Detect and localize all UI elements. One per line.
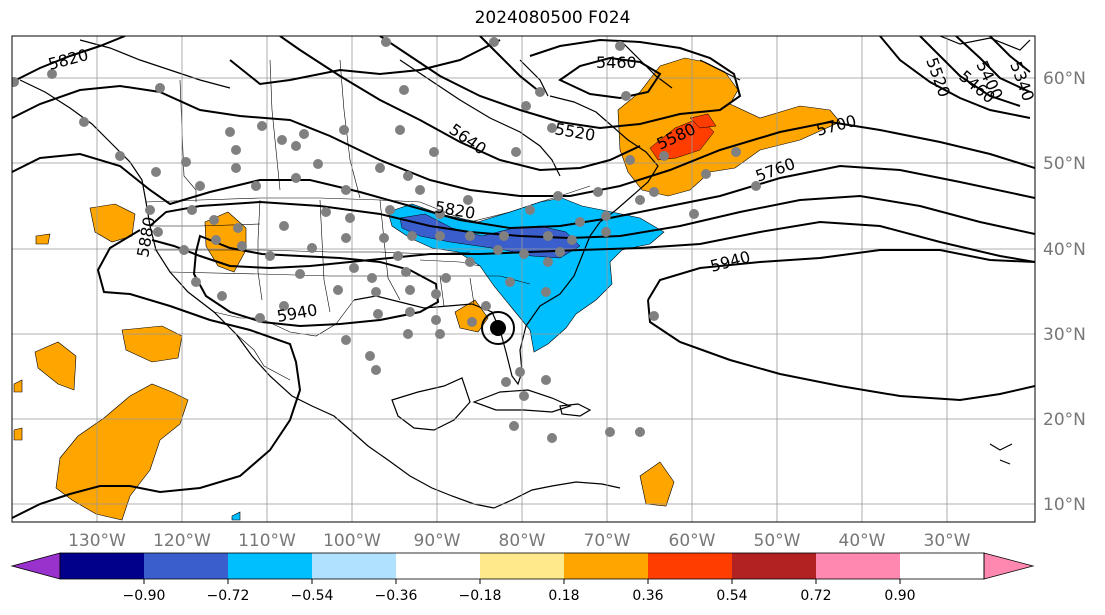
lat-tick-label: 10°N [1043,495,1086,515]
colorbar-label: −0.90 [123,588,166,604]
lon-tick-label: 30°W [924,531,971,551]
lat-tick-label: 50°N [1043,154,1086,174]
map-title: 2024080500 F024 [474,8,631,28]
colorbar-min-extension [10,552,61,580]
strong-positive-shading [649,113,717,161]
lat-tick-label: 60°N [1043,69,1086,89]
lat-tick-label: 20°N [1043,410,1086,430]
map-frame [11,35,1036,523]
contour-label: 5460 [596,53,637,72]
latitude-labels: 60°N 50°N 40°N 30°N 20°N 10°N [1043,69,1086,515]
colorbar-label: 0.54 [716,588,747,604]
colorbar-label: 0.18 [548,588,579,604]
colorbar-label: −0.36 [375,588,418,604]
station-markers [12,37,761,443]
lon-tick-label: 50°W [754,531,801,551]
colorbar: −0.90 −0.72 −0.54 −0.36 −0.18 0.18 0.36 … [10,552,1035,604]
storm-marker [481,311,515,345]
colorbar-swatch [816,553,900,579]
lon-tick-label: 70°W [584,531,631,551]
contour-label: 5580 [1033,136,1078,168]
colorbar-label: −0.72 [207,588,250,604]
lon-tick-label: 60°W [669,531,716,551]
lon-tick-label: 100°W [323,531,381,551]
lon-tick-label: 130°W [68,531,126,551]
lon-tick-label: 40°W [839,531,886,551]
lon-tick-label: 80°W [499,531,546,551]
longitude-labels: 130°W 120°W 110°W 100°W 90°W 80°W 70°W 6… [68,531,971,551]
colorbar-label: −0.54 [291,588,334,604]
colorbar-ticks [143,579,901,584]
colorbar-label: −0.18 [459,588,502,604]
lon-tick-label: 90°W [414,531,461,551]
positive-anomaly-shading [13,57,841,521]
colorbar-swatch [60,553,144,579]
colorbar-swatch [564,553,648,579]
colorbar-label: 0.90 [884,588,915,604]
colorbar-swatch [648,553,732,579]
colorbar-swatch [732,553,816,579]
colorbar-outline [59,552,985,580]
colorbar-swatch [396,553,480,579]
height-contours [12,36,1035,519]
lon-tick-label: 120°W [153,531,211,551]
colorbar-label: 0.36 [632,588,663,604]
colorbar-max-extension [983,552,1035,580]
colorbar-label: 0.72 [800,588,831,604]
lat-tick-label: 40°N [1043,240,1086,260]
colorbar-swatch [228,553,312,579]
lat-tick-label: 30°N [1043,325,1086,345]
coastlines [19,36,1031,509]
colorbar-swatch [144,553,228,579]
lon-tick-label: 110°W [238,531,296,551]
colorbar-swatch [480,553,564,579]
colorbar-swatch [312,553,396,579]
